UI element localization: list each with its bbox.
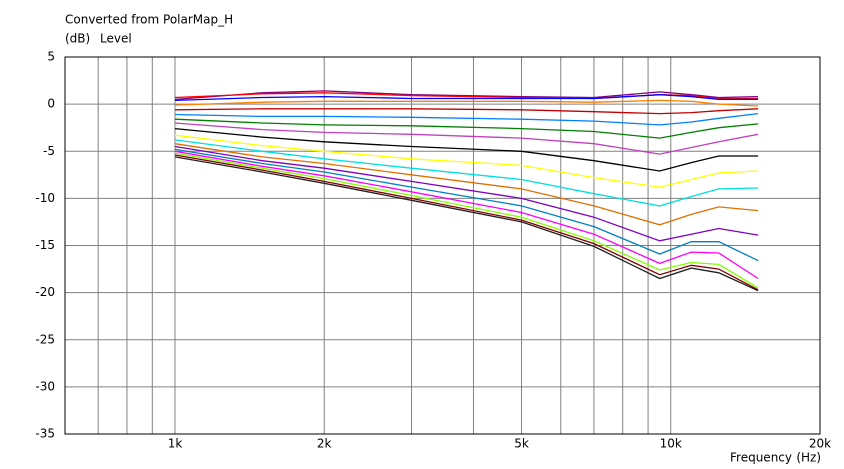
series-line (174, 148, 759, 262)
series-line (174, 108, 759, 115)
series-line (174, 139, 759, 207)
plot-border (64, 56, 821, 435)
series-line (174, 154, 759, 291)
y-label: Level (100, 32, 132, 46)
series-line (174, 150, 759, 280)
series-line (174, 112, 759, 126)
chart-title: Converted from PolarMap_H (65, 13, 233, 27)
series-line (174, 94, 759, 102)
series-line (174, 152, 759, 289)
series-line (174, 118, 759, 139)
x-label: Frequency (730, 451, 792, 465)
x-tick-label: 1k (168, 437, 183, 451)
y-tick-label: -5 (43, 144, 55, 158)
y-tick-label: -10 (35, 191, 55, 205)
series-line (174, 145, 759, 242)
y-tick-label: 0 (47, 97, 55, 111)
series-line (174, 90, 759, 101)
x-tick-label: 10k (660, 437, 682, 451)
y-tick-label: -20 (35, 285, 55, 299)
y-unit: (dB) (65, 32, 90, 46)
y-tick-label: -30 (35, 379, 55, 393)
x-unit: (Hz) (796, 451, 821, 465)
x-tick-label: 2k (317, 437, 332, 451)
y-tick-label: -35 (35, 427, 55, 441)
y-tick-label: -25 (35, 332, 55, 346)
series-line (174, 122, 759, 155)
series-line (174, 99, 759, 107)
y-tick-label: 5 (47, 50, 55, 64)
series-line (174, 127, 759, 172)
y-tick-label: -15 (35, 238, 55, 252)
x-tick-label: 5k (514, 437, 529, 451)
series-line (174, 143, 759, 226)
x-tick-label: 20k (809, 437, 831, 451)
series-line (174, 134, 759, 188)
series-line (174, 156, 759, 292)
